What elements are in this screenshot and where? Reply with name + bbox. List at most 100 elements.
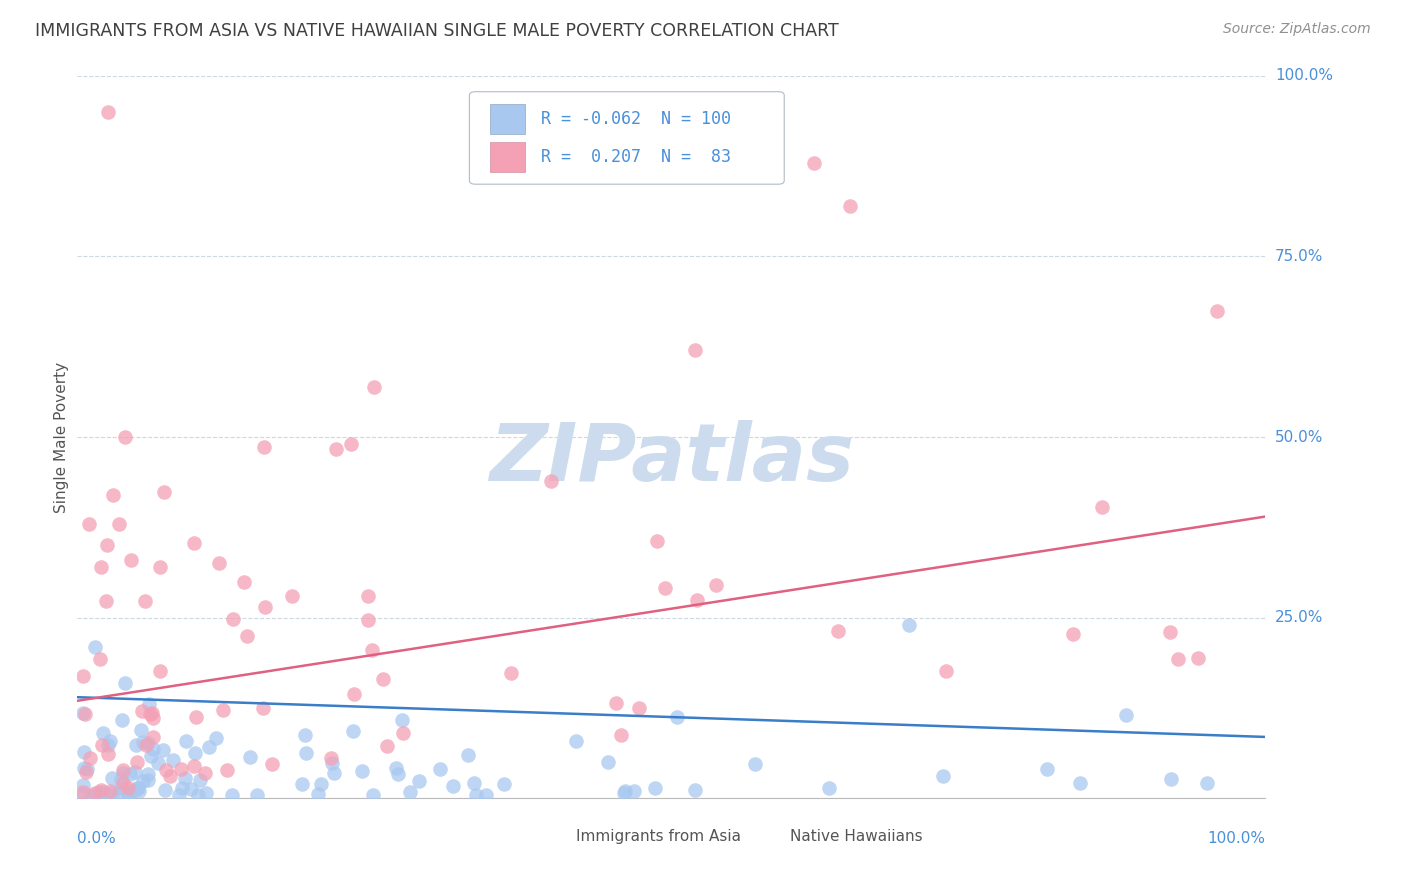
Point (141, 706, 163, 721)
Point (72, 669, 94, 683)
Point (827, 624, 849, 639)
Point (605, 696, 627, 710)
Point (120, 767, 142, 781)
Point (1091, 500, 1114, 515)
Point (463, 776, 485, 790)
Point (356, 613, 378, 627)
Point (110, 714, 132, 728)
Point (184, 747, 207, 761)
Point (132, 735, 155, 749)
Point (134, 594, 156, 608)
Point (120, 553, 142, 567)
Point (838, 199, 860, 213)
Point (198, 739, 221, 754)
Point (75, 764, 97, 779)
Text: 50.0%: 50.0% (1275, 430, 1323, 444)
Point (342, 724, 364, 739)
Y-axis label: Single Male Poverty: Single Male Poverty (53, 361, 69, 513)
Point (1195, 776, 1218, 790)
Point (94, 594, 117, 608)
Point (441, 779, 464, 793)
Text: 100.0%: 100.0% (1275, 69, 1333, 83)
Point (217, 763, 239, 777)
Point (645, 533, 668, 548)
Point (170, 763, 193, 777)
Point (117, 781, 139, 796)
Point (239, 750, 262, 764)
Point (475, 788, 498, 802)
Point (101, 488, 124, 502)
Point (101, 772, 124, 786)
Point (77, 516, 100, 531)
Point (127, 780, 149, 795)
Point (90, 560, 112, 574)
Point (138, 698, 160, 712)
Point (183, 536, 205, 550)
Point (623, 784, 645, 798)
Point (97, 738, 120, 752)
Point (83, 786, 105, 800)
Point (84, 788, 107, 802)
Point (117, 787, 139, 801)
Point (232, 575, 254, 590)
Point (613, 786, 636, 800)
Text: IMMIGRANTS FROM ASIA VS NATIVE HAWAIIAN SINGLE MALE POVERTY CORRELATION CHART: IMMIGRANTS FROM ASIA VS NATIVE HAWAIIAN … (35, 22, 839, 40)
Point (361, 788, 384, 802)
Point (361, 643, 384, 657)
Point (1206, 303, 1229, 318)
FancyBboxPatch shape (489, 104, 526, 135)
Point (614, 784, 637, 798)
Point (142, 730, 165, 744)
Point (87, 785, 110, 799)
Text: Immigrants from Asia: Immigrants from Asia (576, 830, 741, 844)
Point (207, 556, 229, 570)
Point (118, 788, 141, 802)
Point (429, 762, 451, 776)
Point (142, 741, 165, 756)
Point (110, 780, 132, 795)
Point (97, 747, 120, 761)
Point (385, 761, 408, 775)
Point (357, 589, 380, 603)
Point (139, 749, 162, 764)
Point (371, 672, 394, 686)
Point (363, 379, 385, 393)
Point (188, 773, 211, 788)
Point (149, 559, 172, 574)
Point (294, 746, 316, 760)
Point (114, 430, 136, 444)
Point (124, 782, 146, 797)
Point (107, 785, 129, 799)
Point (72, 787, 94, 801)
Point (1159, 625, 1181, 640)
Point (375, 739, 398, 753)
Point (100, 784, 122, 798)
Point (162, 753, 184, 767)
Point (610, 728, 633, 742)
Point (398, 785, 420, 799)
Text: R = -0.062  N = 100: R = -0.062 N = 100 (541, 111, 731, 128)
Point (136, 773, 159, 788)
Point (644, 780, 666, 795)
Point (391, 713, 413, 727)
Point (352, 764, 374, 778)
Point (325, 442, 347, 456)
Point (124, 765, 146, 780)
FancyBboxPatch shape (489, 142, 526, 172)
Point (1167, 652, 1189, 666)
Point (97, 105, 120, 120)
Point (291, 777, 314, 791)
Point (153, 783, 176, 797)
FancyBboxPatch shape (470, 92, 785, 185)
Text: Native Hawaiians: Native Hawaiians (790, 830, 922, 844)
Point (110, 772, 132, 787)
Point (1160, 772, 1182, 786)
Point (187, 788, 209, 802)
Point (125, 738, 148, 752)
Point (90, 783, 112, 797)
Point (683, 343, 706, 358)
Point (91, 738, 114, 752)
Point (174, 771, 197, 785)
Point (309, 777, 332, 791)
Text: 75.0%: 75.0% (1275, 249, 1323, 264)
